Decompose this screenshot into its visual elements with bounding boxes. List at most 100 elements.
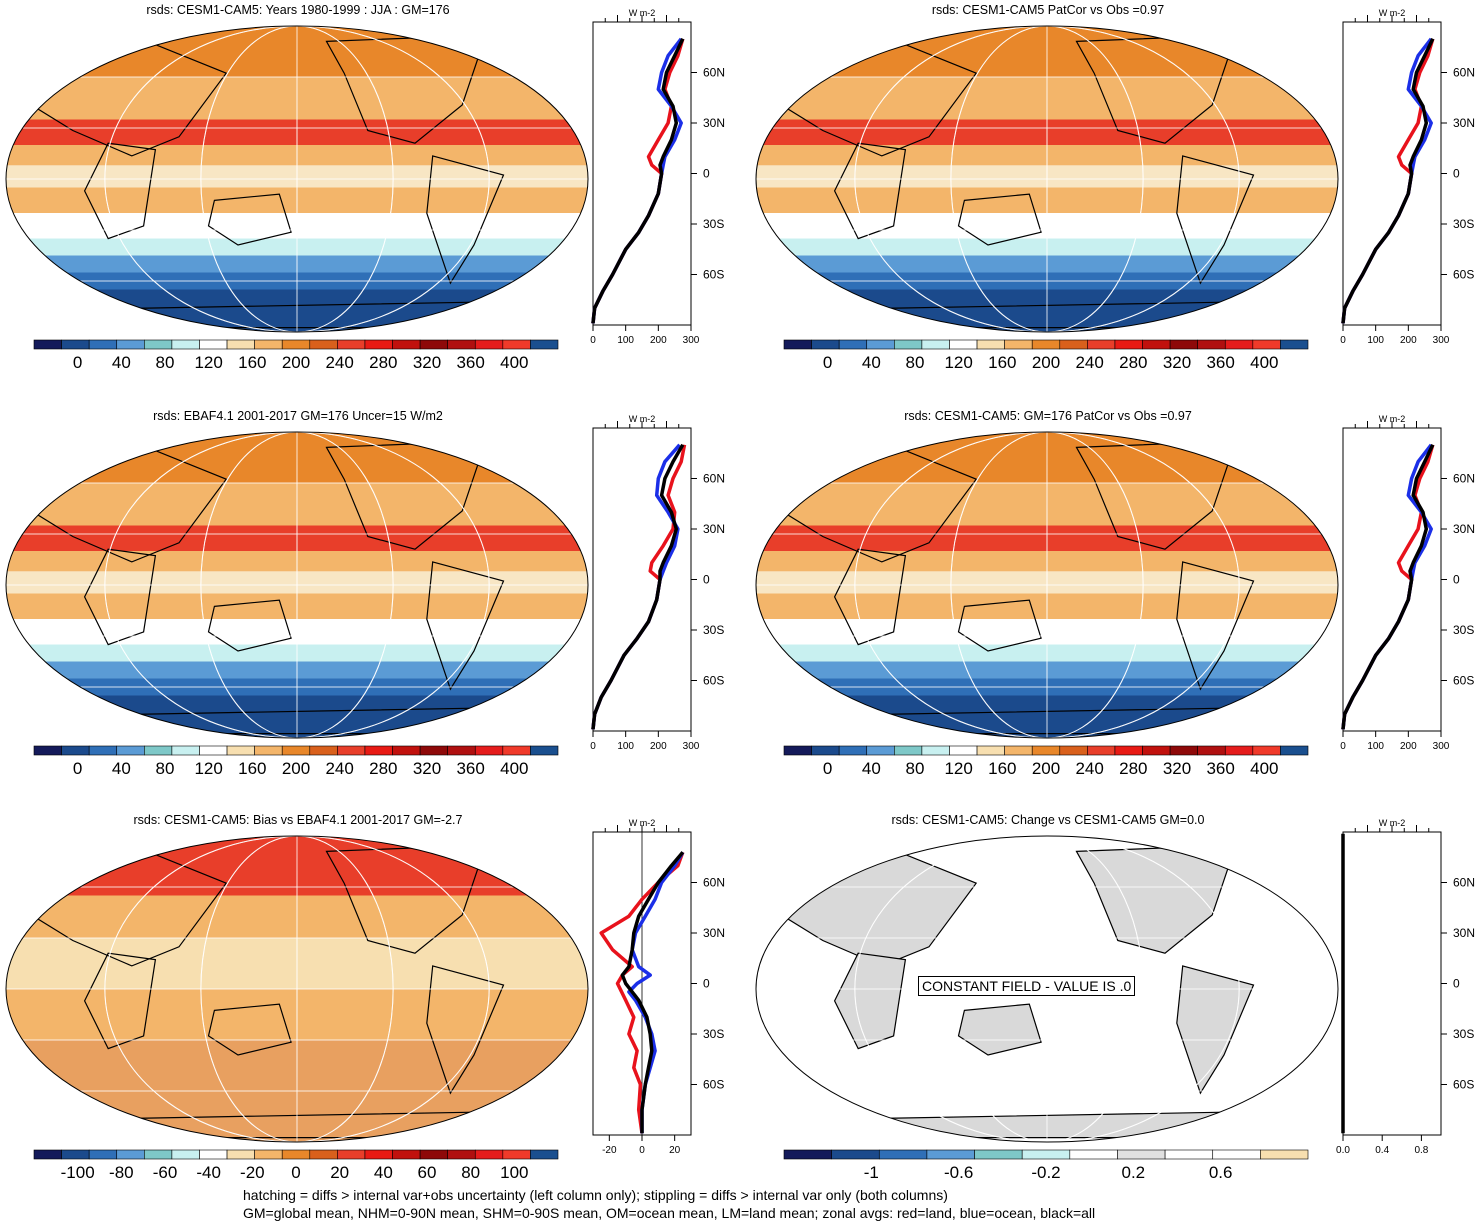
zonal-lat-label: 30N <box>1453 926 1475 940</box>
colorbar-segment <box>838 339 868 350</box>
colorbar-label: 80 <box>156 759 175 778</box>
zonal-lat-label: 0 <box>703 977 710 991</box>
zonal-lat-label: 60S <box>1453 1078 1474 1092</box>
colorbar-segment <box>171 1149 200 1160</box>
zonal-series-all <box>1341 444 1435 730</box>
zonal-x-label: 100 <box>1367 335 1384 346</box>
zonal-series-all <box>591 38 685 324</box>
map-title: rsds: CESM1-CAM5 PatCor vs Obs =0.97 <box>931 3 1165 17</box>
colorbar-label: 80 <box>461 1163 480 1182</box>
colorbar-segment <box>419 745 448 756</box>
colorbar-label: 120 <box>944 759 972 778</box>
colorbar-label: -100 <box>61 1163 95 1182</box>
continent-outline <box>1176 561 1255 691</box>
longitude-line <box>200 432 394 738</box>
colorbar-label: 80 <box>906 353 925 372</box>
colorbar-label: 240 <box>1075 353 1103 372</box>
map-outline <box>5 835 589 1143</box>
colorbar-segment <box>1031 745 1061 756</box>
colorbar-segment <box>1059 745 1088 756</box>
colorbar-label: 400 <box>500 759 528 778</box>
zonal-x-label: 100 <box>617 335 634 346</box>
map-title: rsds: CESM1-CAM5: Years 1980-1999 : JJA … <box>146 3 450 17</box>
colorbar-segment <box>1004 339 1033 350</box>
zonal-lat-label: 0 <box>703 573 710 587</box>
zonal-x-label: 200 <box>1400 335 1417 346</box>
map-field <box>6 26 588 332</box>
colorbar-segment <box>88 1149 118 1160</box>
map-field <box>756 26 1338 332</box>
map-title: rsds: EBAF4.1 2001-2017 GM=176 Uncer=15 … <box>153 409 443 423</box>
colorbar-segment <box>419 339 448 350</box>
zonal-lat-label: 60S <box>703 1078 724 1092</box>
colorbar-label: 360 <box>1206 759 1234 778</box>
zonal-frame <box>1342 831 1442 1136</box>
zonal-lat-label: 30S <box>1453 1027 1474 1041</box>
colorbar-segment <box>502 745 531 756</box>
colorbar-segment <box>33 339 62 350</box>
colorbar-segment <box>116 745 145 756</box>
colorbar-segment <box>337 1149 366 1160</box>
longitude-line <box>854 836 1240 1142</box>
map <box>755 25 1339 333</box>
colorbar-segment <box>1004 745 1033 756</box>
panel-3: rsds: EBAF4.1 2001-2017 GM=176 Uncer=15 … <box>0 406 733 806</box>
zonal-unit: W m-2 <box>629 414 656 424</box>
colorbar-label: 0 <box>73 759 82 778</box>
colorbar-segment <box>1087 745 1116 756</box>
longitude-line <box>950 432 1144 738</box>
colorbar-segment <box>281 339 311 350</box>
colorbar-segment <box>1280 339 1309 350</box>
colorbar-segment <box>116 1149 145 1160</box>
panel-2: rsds: CESM1-CAM5 PatCor vs Obs =0.97 0 40 8… <box>750 0 1483 400</box>
colorbar-segment <box>88 339 118 350</box>
zonal-lat-label: 0 <box>1453 573 1460 587</box>
colorbar-segment <box>921 339 950 350</box>
zonal-lat-label: 0 <box>1453 167 1460 181</box>
colorbar-label: 160 <box>238 353 266 372</box>
colorbar-label: -40 <box>196 1163 221 1182</box>
zonal-series-land <box>599 851 685 1134</box>
colorbar-segment <box>1224 745 1254 756</box>
colorbar-label: 320 <box>1163 759 1191 778</box>
colorbar-label: 200 <box>282 759 310 778</box>
colorbar-segment <box>894 339 923 350</box>
continent-outline <box>426 965 505 1095</box>
colorbar-segment <box>199 1149 228 1160</box>
zonal-x-label: 20 <box>669 1145 681 1156</box>
colorbar-segment <box>171 745 200 756</box>
colorbar-segment <box>894 745 923 756</box>
continent-outline <box>1176 155 1255 285</box>
continent-outline <box>957 1003 1042 1056</box>
colorbar-label: 320 <box>413 353 441 372</box>
map <box>755 431 1339 739</box>
colorbar-label: 40 <box>112 353 131 372</box>
colorbar-label: 0.6 <box>1209 1163 1233 1182</box>
colorbar-segment <box>364 339 393 350</box>
colorbar-label: 160 <box>238 759 266 778</box>
colorbar-label: 200 <box>1032 759 1060 778</box>
colorbar-label: 20 <box>330 1163 349 1182</box>
colorbar-label: -60 <box>153 1163 178 1182</box>
zonal-lat-label: 30S <box>703 1027 724 1041</box>
colorbar-label: 120 <box>944 353 972 372</box>
zonal-lat-label: 60N <box>1453 66 1475 80</box>
zonal-unit: W m-2 <box>1379 818 1406 828</box>
zonal-x-label: 300 <box>683 335 700 346</box>
colorbar-segment <box>949 745 978 756</box>
colorbar-label: 40 <box>112 759 131 778</box>
map-outline <box>755 25 1339 333</box>
zonal-series-land <box>1341 38 1435 324</box>
colorbar-segment <box>88 745 118 756</box>
colorbar-segment <box>831 1149 880 1160</box>
colorbar-segment <box>226 1149 255 1160</box>
map-field <box>6 836 588 1142</box>
zonal-lat-label: 60N <box>703 66 725 80</box>
colorbar-segment <box>838 745 868 756</box>
panel-5: rsds: CESM1-CAM5: Bias vs EBAF4.1 2001-2… <box>0 810 733 1210</box>
colorbar-segment <box>502 339 531 350</box>
map-title: rsds: CESM1-CAM5: GM=176 PatCor vs Obs =… <box>904 409 1192 423</box>
zonal-lat-label: 30N <box>1453 116 1475 130</box>
longitude-line <box>854 26 1240 332</box>
zonal-lat-label: 60S <box>703 674 724 688</box>
